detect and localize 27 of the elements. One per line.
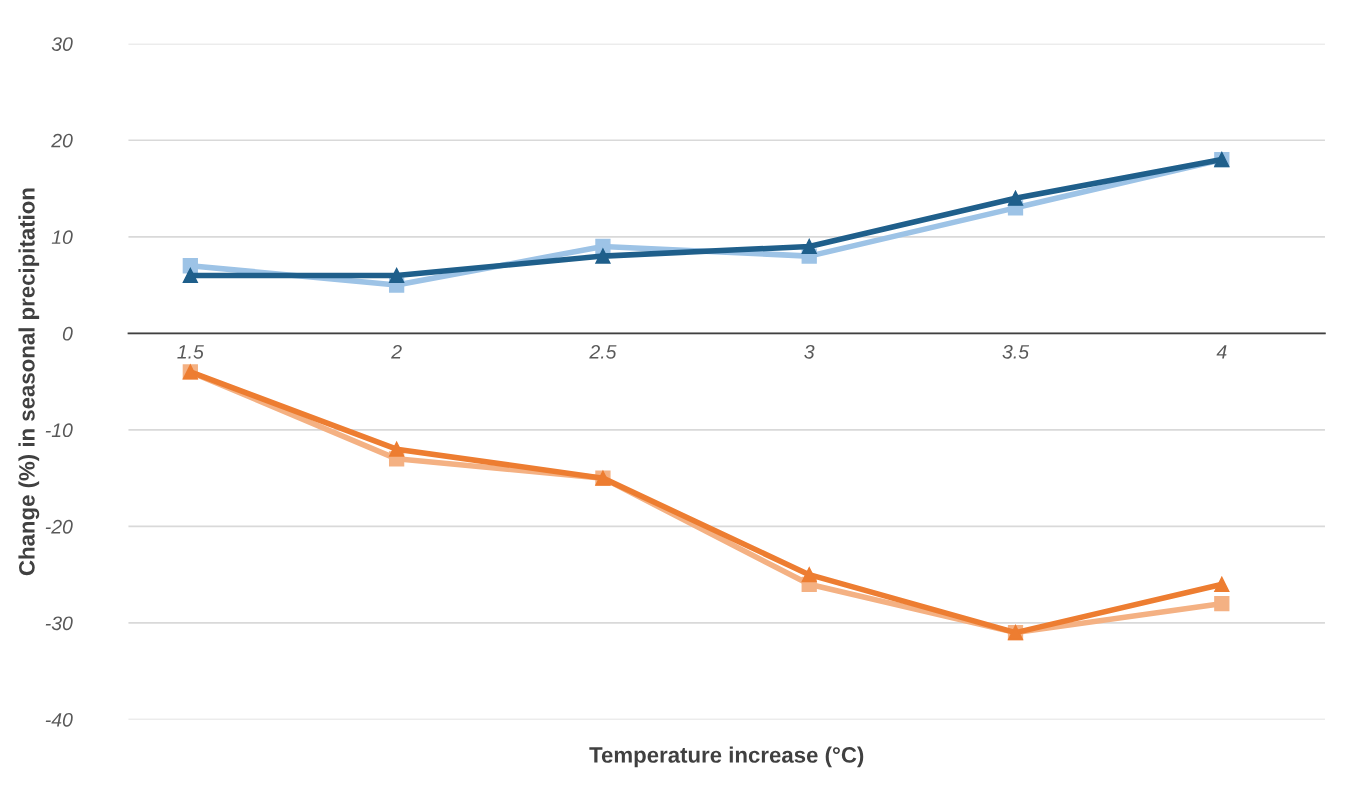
y-tick-label: 10 xyxy=(51,230,73,245)
y-axis-title: Change (%) in seasonal precipitation xyxy=(18,188,40,576)
point xyxy=(1214,595,1230,612)
y-tick-label: -20 xyxy=(45,519,73,534)
y-tick-label: 30 xyxy=(51,37,73,51)
y-tick-label: -40 xyxy=(45,712,73,727)
point xyxy=(388,267,405,284)
y-tick-label: -10 xyxy=(45,423,73,438)
point xyxy=(182,258,198,274)
y-tick-label: 0 xyxy=(62,326,73,341)
x-tick-label: 4 xyxy=(1216,345,1227,359)
x-tick-label: 3 xyxy=(804,344,815,359)
point xyxy=(182,267,198,284)
x-tick-label: 3.5 xyxy=(1002,344,1030,359)
y-tick-label: 20 xyxy=(51,133,73,148)
x-tick-label: 1.5 xyxy=(177,345,204,359)
point xyxy=(801,238,817,255)
x-tick-label: 2 xyxy=(391,344,402,359)
x-tick-label: 2.5 xyxy=(589,344,617,359)
point xyxy=(388,441,405,457)
point xyxy=(1007,190,1024,206)
point xyxy=(595,238,611,255)
x-axis-title: Temperature increase (°C) xyxy=(589,746,864,768)
point xyxy=(1214,576,1230,592)
y-tick-label: -30 xyxy=(45,616,73,631)
point xyxy=(595,248,611,264)
point xyxy=(801,567,817,583)
